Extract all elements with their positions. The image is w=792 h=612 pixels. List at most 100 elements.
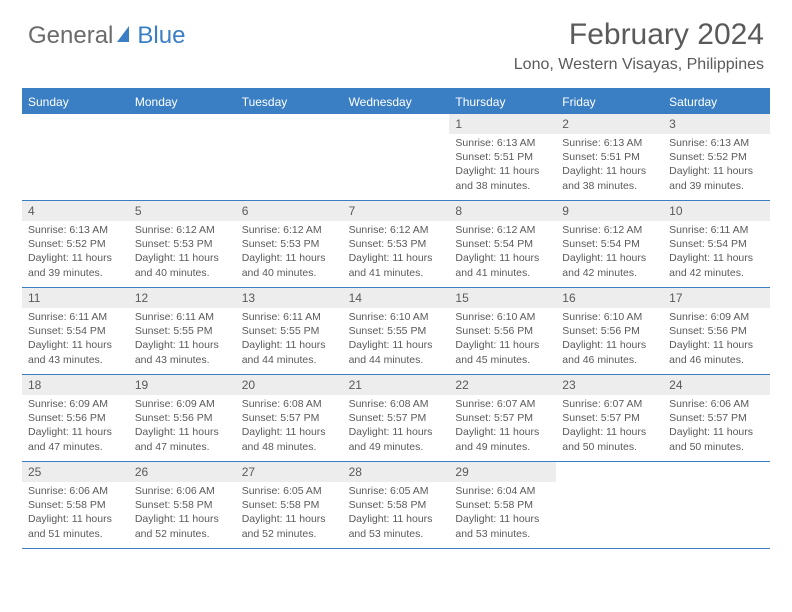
cell-body: Sunrise: 6:06 AMSunset: 5:57 PMDaylight:…: [663, 395, 770, 458]
cell-body: Sunrise: 6:07 AMSunset: 5:57 PMDaylight:…: [556, 395, 663, 458]
sunset-text: Sunset: 5:58 PM: [135, 498, 230, 512]
sunrise-text: Sunrise: 6:09 AM: [135, 397, 230, 411]
cell-body: Sunrise: 6:13 AMSunset: 5:52 PMDaylight:…: [663, 134, 770, 197]
sunset-text: Sunset: 5:53 PM: [242, 237, 337, 251]
sunset-text: Sunset: 5:53 PM: [349, 237, 444, 251]
day-number: 7: [343, 201, 450, 221]
cell-body: Sunrise: 6:11 AMSunset: 5:55 PMDaylight:…: [129, 308, 236, 371]
sunrise-text: Sunrise: 6:07 AM: [562, 397, 657, 411]
calendar-cell: 25Sunrise: 6:06 AMSunset: 5:58 PMDayligh…: [22, 462, 129, 548]
day-number: 26: [129, 462, 236, 482]
day-number: 4: [22, 201, 129, 221]
calendar-cell: 28Sunrise: 6:05 AMSunset: 5:58 PMDayligh…: [343, 462, 450, 548]
logo: General Blue: [28, 22, 185, 50]
cell-body: Sunrise: 6:10 AMSunset: 5:55 PMDaylight:…: [343, 308, 450, 371]
calendar-cell: 26 Sunrise: 6:06 AMSunset: 5:58 PMDayligh…: [129, 462, 236, 548]
daylight-text: Daylight: 11 hours and 46 minutes.: [562, 338, 657, 366]
day-header: Monday: [129, 90, 236, 114]
daylight-text: Daylight: 11 hours and 40 minutes.: [242, 251, 337, 279]
sunrise-text: Sunrise: 6:10 AM: [349, 310, 444, 324]
sunrise-text: Sunrise: 6:12 AM: [242, 223, 337, 237]
sunset-text: Sunset: 5:52 PM: [28, 237, 123, 251]
cell-body: Sunrise: 6:12 AMSunset: 5:54 PMDaylight:…: [556, 221, 663, 284]
calendar-cell: 9Sunrise: 6:12 AMSunset: 5:54 PMDaylight…: [556, 201, 663, 287]
sunrise-text: Sunrise: 6:10 AM: [562, 310, 657, 324]
sunset-text: Sunset: 5:58 PM: [28, 498, 123, 512]
day-header: Saturday: [663, 90, 770, 114]
calendar-cell: 3Sunrise: 6:13 AMSunset: 5:52 PMDaylight…: [663, 114, 770, 200]
calendar-cell: [556, 462, 663, 548]
daylight-text: Daylight: 11 hours and 49 minutes.: [455, 425, 550, 453]
calendar-cell: 11Sunrise: 6:11 AMSunset: 5:54 PMDayligh…: [22, 288, 129, 374]
cell-body: Sunrise: 6:13 AMSunset: 5:52 PMDaylight:…: [22, 221, 129, 284]
day-number: 19: [129, 375, 236, 395]
daylight-text: Daylight: 11 hours and 40 minutes.: [135, 251, 230, 279]
sunset-text: Sunset: 5:52 PM: [669, 150, 764, 164]
day-number: 27: [236, 462, 343, 482]
daylight-text: Daylight: 11 hours and 44 minutes.: [349, 338, 444, 366]
daylight-text: Daylight: 11 hours and 42 minutes.: [669, 251, 764, 279]
day-number: 24: [663, 375, 770, 395]
calendar-cell: 22Sunrise: 6:07 AMSunset: 5:57 PMDayligh…: [449, 375, 556, 461]
sunrise-text: Sunrise: 6:08 AM: [242, 397, 337, 411]
sunset-text: Sunset: 5:54 PM: [455, 237, 550, 251]
week-row: 18Sunrise: 6:09 AMSunset: 5:56 PMDayligh…: [22, 375, 770, 462]
sunrise-text: Sunrise: 6:05 AM: [242, 484, 337, 498]
sunrise-text: Sunrise: 6:13 AM: [669, 136, 764, 150]
daylight-text: Daylight: 11 hours and 38 minutes.: [562, 164, 657, 192]
daylight-text: Daylight: 11 hours and 50 minutes.: [669, 425, 764, 453]
day-number: 12: [129, 288, 236, 308]
cell-body: Sunrise: 6:12 AMSunset: 5:53 PMDaylight:…: [343, 221, 450, 284]
day-number: [129, 114, 236, 134]
calendar-cell: 14Sunrise: 6:10 AMSunset: 5:55 PMDayligh…: [343, 288, 450, 374]
cell-body: Sunrise: 6:07 AMSunset: 5:57 PMDaylight:…: [449, 395, 556, 458]
daylight-text: Daylight: 11 hours and 38 minutes.: [455, 164, 550, 192]
sunset-text: Sunset: 5:56 PM: [455, 324, 550, 338]
logo-sail-icon: [115, 24, 135, 49]
day-number: 18: [22, 375, 129, 395]
calendar-cell: 20Sunrise: 6:08 AMSunset: 5:57 PMDayligh…: [236, 375, 343, 461]
sunset-text: Sunset: 5:58 PM: [242, 498, 337, 512]
sunset-text: Sunset: 5:57 PM: [242, 411, 337, 425]
cell-body: Sunrise: 6:12 AMSunset: 5:54 PMDaylight:…: [449, 221, 556, 284]
cell-body: Sunrise: 6:08 AMSunset: 5:57 PMDaylight:…: [236, 395, 343, 458]
day-number: 1: [449, 114, 556, 134]
calendar-cell: [236, 114, 343, 200]
daylight-text: Daylight: 11 hours and 43 minutes.: [135, 338, 230, 366]
daylight-text: Daylight: 11 hours and 51 minutes.: [28, 512, 123, 540]
sunset-text: Sunset: 5:55 PM: [349, 324, 444, 338]
day-number: 15: [449, 288, 556, 308]
calendar-cell: [343, 114, 450, 200]
sunrise-text: Sunrise: 6:10 AM: [455, 310, 550, 324]
logo-text-general: General: [28, 22, 113, 50]
sunset-text: Sunset: 5:57 PM: [455, 411, 550, 425]
cell-body: Sunrise: 6:06 AMSunset: 5:58 PMDaylight:…: [22, 482, 129, 545]
cell-body: Sunrise: 6:05 AMSunset: 5:58 PMDaylight:…: [343, 482, 450, 545]
sunset-text: Sunset: 5:56 PM: [135, 411, 230, 425]
cell-body: Sunrise: 6:04 AMSunset: 5:58 PMDaylight:…: [449, 482, 556, 545]
sunset-text: Sunset: 5:56 PM: [669, 324, 764, 338]
cell-body: Sunrise: 6:10 AMSunset: 5:56 PMDaylight:…: [449, 308, 556, 371]
sunrise-text: Sunrise: 6:09 AM: [669, 310, 764, 324]
week-row: 1Sunrise: 6:13 AMSunset: 5:51 PMDaylight…: [22, 114, 770, 201]
cell-body: Sunrise: 6:10 AMSunset: 5:56 PMDaylight:…: [556, 308, 663, 371]
sunrise-text: Sunrise: 6:04 AM: [455, 484, 550, 498]
sunset-text: Sunset: 5:51 PM: [455, 150, 550, 164]
sunset-text: Sunset: 5:58 PM: [349, 498, 444, 512]
sunrise-text: Sunrise: 6:09 AM: [28, 397, 123, 411]
calendar-cell: 23Sunrise: 6:07 AMSunset: 5:57 PMDayligh…: [556, 375, 663, 461]
day-number: 25: [22, 462, 129, 482]
sunrise-text: Sunrise: 6:06 AM: [135, 484, 230, 498]
daylight-text: Daylight: 11 hours and 41 minutes.: [349, 251, 444, 279]
daylight-text: Daylight: 11 hours and 53 minutes.: [349, 512, 444, 540]
daylight-text: Daylight: 11 hours and 47 minutes.: [135, 425, 230, 453]
day-number: 10: [663, 201, 770, 221]
sunrise-text: Sunrise: 6:12 AM: [455, 223, 550, 237]
day-header: Tuesday: [236, 90, 343, 114]
daylight-text: Daylight: 11 hours and 52 minutes.: [135, 512, 230, 540]
calendar-cell: [663, 462, 770, 548]
sunset-text: Sunset: 5:57 PM: [669, 411, 764, 425]
daylight-text: Daylight: 11 hours and 49 minutes.: [349, 425, 444, 453]
cell-body: Sunrise: 6:11 AMSunset: 5:54 PMDaylight:…: [22, 308, 129, 371]
day-number: 2: [556, 114, 663, 134]
